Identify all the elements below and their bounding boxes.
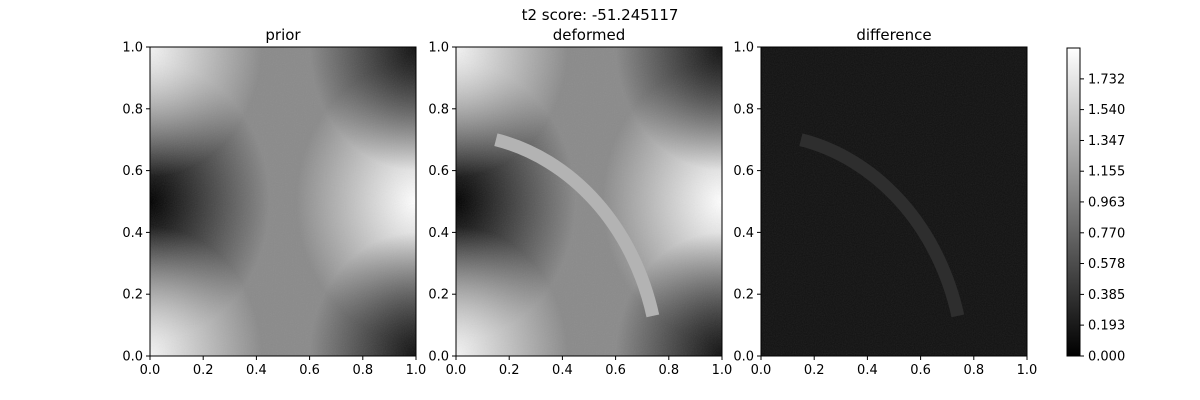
colorbar-tick-label: 0.385	[1088, 288, 1125, 303]
y-tick-label: 0.0	[733, 350, 754, 365]
x-tick-label: 0.2	[499, 363, 520, 378]
arc-mark	[494, 133, 660, 318]
x-tick-label: 0.2	[193, 363, 214, 378]
panel-title: prior	[265, 26, 301, 44]
colorbar-tick-label: 1.155	[1088, 165, 1125, 180]
y-tick-label: 0.2	[733, 288, 754, 303]
x-tick-label: 0.4	[246, 363, 267, 378]
panel-prior: prior 0.0 0.2 0.4 0.6 0.8 1.0 0.0 0.2 0.4 0.6 0.8 1.…	[122, 26, 426, 378]
y-tick-label: 1.0	[122, 41, 143, 56]
x-tick-label: 1.0	[712, 363, 733, 378]
colorbar-gradient	[1067, 48, 1080, 356]
x-tick-label: 0.2	[804, 363, 825, 378]
y-tick-label: 0.2	[122, 288, 143, 303]
axes-frame	[149, 46, 417, 357]
y-tick-label: 0.6	[733, 164, 754, 179]
colorbar-tick-label: 1.540	[1088, 103, 1125, 118]
x-tick-label: 0.8	[963, 363, 984, 378]
colorbar-tick-label: 0.963	[1088, 195, 1125, 210]
colorbar-tick-label: 0.000	[1088, 350, 1125, 365]
y-tick-label: 0.8	[428, 102, 449, 117]
x-tick-label: 0.0	[140, 363, 161, 378]
y-tick-label: 0.4	[122, 226, 143, 241]
panel-title: difference	[856, 26, 931, 44]
heatmap-image	[150, 47, 416, 356]
x-tick-label: 0.0	[446, 363, 467, 378]
colorbar-tick-label: 1.732	[1088, 72, 1125, 87]
colorbar-tick-label: 1.347	[1088, 134, 1125, 149]
axes-frame	[455, 46, 723, 357]
x-tick-label: 0.8	[658, 363, 679, 378]
axes-frame	[760, 46, 1028, 357]
y-tick-label: 1.0	[428, 41, 449, 56]
x-tick-label: 0.8	[352, 363, 373, 378]
panel-difference: difference 0.0 0.2 0.4 0.6 0.8 1.0 0.0 0.2 0.4 0.6…	[733, 26, 1037, 378]
y-tick-label: 0.4	[428, 226, 449, 241]
y-tick-label: 1.0	[733, 41, 754, 56]
y-tick-label: 0.8	[122, 102, 143, 117]
x-tick-label: 1.0	[1017, 363, 1038, 378]
x-tick-label: 0.0	[751, 363, 772, 378]
y-tick-label: 0.4	[733, 226, 754, 241]
colorbar-tick-label: 0.578	[1088, 257, 1125, 272]
y-tick-label: 0.6	[122, 164, 143, 179]
x-tick-label: 0.6	[299, 363, 320, 378]
y-tick-label: 0.0	[428, 350, 449, 365]
x-tick-label: 0.4	[857, 363, 878, 378]
x-tick-label: 0.6	[605, 363, 626, 378]
y-tick-label: 0.6	[428, 164, 449, 179]
panel-deformed: deformed 0.0 0.2 0.4 0.6 0.8 1.0 0.0 0.2 0.4 0.6 0.…	[428, 26, 732, 378]
y-tick-label: 0.0	[122, 350, 143, 365]
figure-suptitle: t2 score: -51.245117	[522, 6, 679, 24]
x-tick-label: 1.0	[406, 363, 427, 378]
arc-mark	[799, 133, 965, 318]
x-tick-label: 0.6	[910, 363, 931, 378]
panel-title: deformed	[553, 26, 625, 44]
colorbar-tick-label: 0.770	[1088, 226, 1125, 241]
colorbar: 0.000 0.193 0.385 0.578 0.770 0.963 1.155 1.347…	[1066, 47, 1125, 365]
x-tick-label: 0.4	[552, 363, 573, 378]
y-tick-label: 0.2	[428, 288, 449, 303]
y-tick-label: 0.8	[733, 102, 754, 117]
colorbar-tick-label: 0.193	[1088, 319, 1125, 334]
